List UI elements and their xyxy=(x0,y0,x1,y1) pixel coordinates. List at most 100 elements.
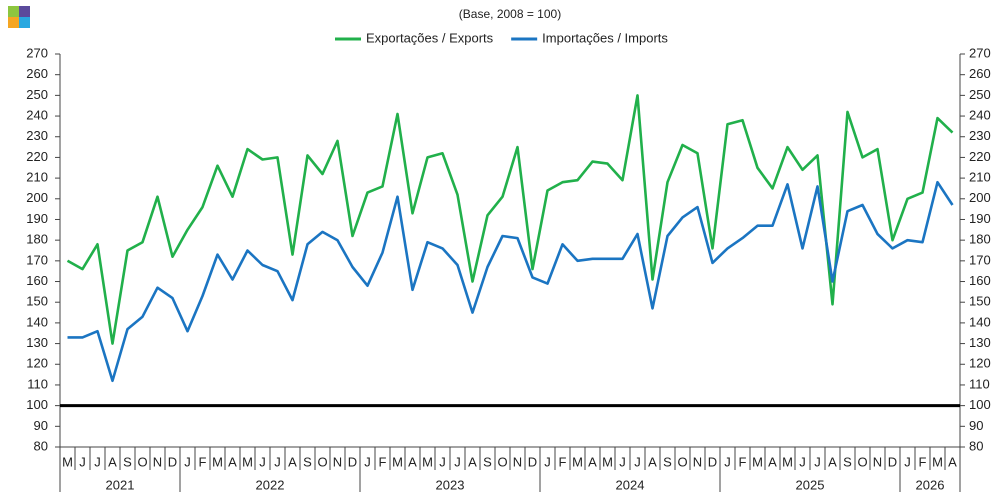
y2-tick-label: 200 xyxy=(969,190,991,205)
x-tick-label: A xyxy=(828,454,837,469)
y2-tick-label: 100 xyxy=(969,397,991,412)
x-tick-label: S xyxy=(483,454,492,469)
y2-tick-label: 250 xyxy=(969,87,991,102)
y2-tick-label: 120 xyxy=(969,356,991,371)
y2-tick-label: 180 xyxy=(969,232,991,247)
x-tick-label: A xyxy=(408,454,417,469)
y2-tick-label: 80 xyxy=(969,438,983,453)
x-tick-label: J xyxy=(79,454,86,469)
y2-tick-label: 230 xyxy=(969,128,991,143)
x-tick-label: J xyxy=(724,454,731,469)
x-tick-label: N xyxy=(333,454,342,469)
y2-tick-label: 210 xyxy=(969,170,991,185)
x-tick-label: M xyxy=(242,454,253,469)
x-tick-label: D xyxy=(708,454,717,469)
y-tick-label: 230 xyxy=(26,128,48,143)
y2-tick-label: 150 xyxy=(969,294,991,309)
x-tick-label: S xyxy=(303,454,312,469)
x-tick-label: J xyxy=(619,454,626,469)
x-tick-label: O xyxy=(857,454,867,469)
x-tick-label: M xyxy=(752,454,763,469)
x-tick-label: J xyxy=(634,454,641,469)
x-tick-label: O xyxy=(317,454,327,469)
x-tick-label: M xyxy=(212,454,223,469)
x-tick-label: N xyxy=(153,454,162,469)
y-tick-label: 110 xyxy=(27,376,48,391)
y-tick-label: 100 xyxy=(26,397,48,412)
y-tick-label: 190 xyxy=(26,211,48,226)
y2-tick-label: 240 xyxy=(969,107,991,122)
x-tick-label: A xyxy=(648,454,657,469)
logo xyxy=(8,6,19,17)
x-tick-label: A xyxy=(948,454,957,469)
x-tick-label: M xyxy=(422,454,433,469)
y-tick-label: 130 xyxy=(26,335,48,350)
y-tick-label: 220 xyxy=(26,149,48,164)
y-tick-label: 80 xyxy=(34,438,48,453)
logo xyxy=(19,6,30,17)
x-tick-label: M xyxy=(602,454,613,469)
y-tick-label: 180 xyxy=(26,232,48,247)
x-tick-label: F xyxy=(739,454,747,469)
x-tick-label: F xyxy=(559,454,567,469)
y-tick-label: 250 xyxy=(26,87,48,102)
x-tick-label: N xyxy=(693,454,702,469)
x-tick-label: J xyxy=(259,454,266,469)
x-tick-label: J xyxy=(904,454,911,469)
x-tick-label: A xyxy=(588,454,597,469)
x-tick-label: O xyxy=(677,454,687,469)
y-tick-label: 160 xyxy=(26,273,48,288)
x-tick-label: J xyxy=(544,454,551,469)
x-tick-label: M xyxy=(62,454,73,469)
year-label: 2025 xyxy=(796,477,825,492)
year-label: 2024 xyxy=(616,477,645,492)
x-tick-label: J xyxy=(274,454,281,469)
x-tick-label: F xyxy=(919,454,927,469)
x-tick-label: N xyxy=(513,454,522,469)
y-tick-label: 120 xyxy=(26,356,48,371)
y2-tick-label: 260 xyxy=(969,66,991,81)
x-tick-label: A xyxy=(768,454,777,469)
x-tick-label: S xyxy=(843,454,852,469)
y2-tick-label: 190 xyxy=(969,211,991,226)
y-tick-label: 140 xyxy=(26,314,48,329)
y2-tick-label: 170 xyxy=(969,252,991,267)
legend-label: Exportações / Exports xyxy=(366,30,494,45)
x-tick-label: S xyxy=(123,454,132,469)
y2-tick-label: 140 xyxy=(969,314,991,329)
x-tick-label: D xyxy=(888,454,897,469)
x-tick-label: A xyxy=(108,454,117,469)
x-tick-label: J xyxy=(799,454,806,469)
y-tick-label: 270 xyxy=(26,45,48,60)
x-tick-label: J xyxy=(364,454,371,469)
chart-subtitle: (Base, 2008 = 100) xyxy=(459,7,561,21)
logo xyxy=(19,17,30,28)
y2-tick-label: 160 xyxy=(969,273,991,288)
x-tick-label: J xyxy=(439,454,446,469)
year-label: 2023 xyxy=(436,477,465,492)
x-tick-label: M xyxy=(572,454,583,469)
x-tick-label: M xyxy=(392,454,403,469)
y-tick-label: 90 xyxy=(34,418,48,433)
y-tick-label: 210 xyxy=(26,170,48,185)
y-tick-label: 200 xyxy=(26,190,48,205)
x-tick-label: A xyxy=(228,454,237,469)
legend-label: Importações / Imports xyxy=(542,30,668,45)
x-tick-label: O xyxy=(137,454,147,469)
x-tick-label: J xyxy=(454,454,461,469)
x-tick-label: A xyxy=(468,454,477,469)
y-tick-label: 170 xyxy=(26,252,48,267)
x-tick-label: M xyxy=(782,454,793,469)
x-tick-label: J xyxy=(814,454,821,469)
logo xyxy=(8,17,19,28)
x-tick-label: N xyxy=(873,454,882,469)
y2-tick-label: 110 xyxy=(969,376,990,391)
x-tick-label: J xyxy=(184,454,191,469)
y2-tick-label: 220 xyxy=(969,149,991,164)
x-tick-label: D xyxy=(348,454,357,469)
x-tick-label: M xyxy=(932,454,943,469)
year-label: 2021 xyxy=(106,477,135,492)
series-line xyxy=(67,180,954,383)
x-tick-label: A xyxy=(288,454,297,469)
